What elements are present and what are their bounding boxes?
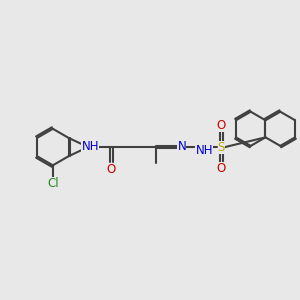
Text: N: N: [177, 140, 186, 153]
Text: NH: NH: [195, 144, 213, 157]
Text: O: O: [217, 162, 226, 175]
Text: O: O: [106, 163, 116, 176]
Text: O: O: [217, 119, 226, 132]
Text: NH: NH: [82, 140, 99, 153]
Text: Cl: Cl: [47, 177, 58, 190]
Text: S: S: [218, 141, 225, 154]
